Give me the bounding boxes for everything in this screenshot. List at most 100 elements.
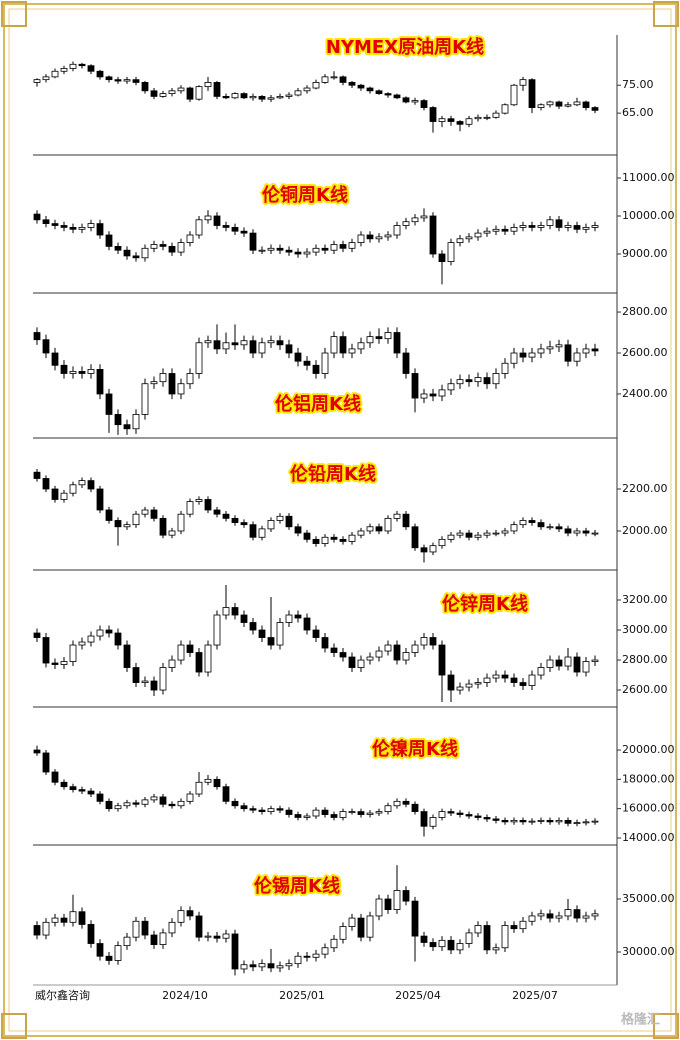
candle-body	[303, 815, 311, 818]
candle-body	[366, 87, 374, 92]
candle-body	[141, 509, 149, 515]
y-tick-label: 10000.00	[622, 209, 675, 222]
candle-body	[303, 87, 311, 92]
candle-body	[573, 225, 581, 230]
candle-body	[249, 340, 257, 354]
candle-body	[465, 814, 473, 817]
candle-body	[528, 79, 536, 108]
candle-body	[330, 814, 338, 818]
candle-body	[51, 917, 59, 923]
candle-body	[213, 82, 221, 97]
candle-body	[42, 637, 50, 664]
candle-body	[402, 97, 410, 103]
candle-body	[366, 526, 374, 532]
candle-body	[312, 538, 320, 544]
candle-body	[231, 93, 239, 99]
candle-body	[267, 520, 275, 530]
candle-body	[42, 219, 50, 225]
candle-body	[474, 534, 482, 538]
candle-body	[249, 232, 257, 251]
candle-body	[78, 641, 86, 646]
frame	[3, 3, 677, 1037]
candle-body	[357, 530, 365, 536]
candle-body	[339, 538, 347, 542]
candle-body	[402, 352, 410, 374]
candle-body	[564, 344, 572, 362]
candle-body	[303, 617, 311, 631]
candle-body	[222, 786, 230, 802]
candle-body	[168, 921, 176, 934]
candle-body	[393, 94, 401, 99]
candle-body	[285, 94, 293, 97]
candle-body	[186, 373, 194, 385]
candle-body	[339, 811, 347, 818]
candle-body	[330, 647, 338, 653]
candle-body	[195, 915, 203, 938]
corner	[653, 1, 679, 27]
candle-body	[150, 796, 158, 801]
candle-body	[186, 501, 194, 515]
candle-body	[564, 104, 572, 107]
candle-body	[276, 247, 284, 251]
candle-body	[87, 223, 95, 228]
candle-body	[537, 913, 545, 917]
candle-body	[537, 348, 545, 354]
candle-body	[537, 225, 545, 228]
candle-body	[438, 644, 446, 676]
candle-body	[132, 414, 140, 430]
candle-body	[96, 70, 104, 78]
candle-body	[366, 234, 374, 240]
candle-body	[393, 513, 401, 519]
candle-body	[33, 213, 41, 221]
candle-body	[501, 228, 509, 232]
candle-body	[51, 771, 59, 783]
candle-body	[555, 915, 563, 919]
candle-body	[114, 520, 122, 528]
candle-body	[573, 101, 581, 106]
candle-body	[105, 393, 113, 415]
candle-body	[96, 629, 104, 637]
candle-body	[78, 789, 86, 792]
candle-body	[573, 656, 581, 673]
candle-body	[87, 635, 95, 643]
candle-body	[51, 352, 59, 366]
candle-body	[105, 629, 113, 634]
candle-body	[303, 532, 311, 540]
candle-body	[303, 955, 311, 958]
candle-body	[78, 480, 86, 486]
candle-body	[186, 644, 194, 653]
candle-body	[114, 79, 122, 82]
y-tick-label: 2600.00	[622, 683, 668, 696]
candle-body	[60, 68, 68, 72]
y-tick-label: 3200.00	[622, 593, 668, 606]
candle-body	[546, 346, 554, 350]
candle-body	[33, 79, 41, 83]
candle-body	[141, 920, 149, 936]
candle-body	[312, 953, 320, 958]
candle-body	[267, 963, 275, 969]
candle-body	[231, 342, 239, 346]
candle-body	[582, 101, 590, 108]
candle-body	[276, 515, 284, 521]
candle-body	[510, 819, 518, 823]
candle-body	[519, 520, 527, 526]
candle-body	[510, 352, 518, 364]
candle-body	[222, 607, 230, 616]
candle-body	[168, 659, 176, 668]
candle-body	[69, 644, 77, 662]
candle-body	[555, 526, 563, 530]
candle-body	[582, 661, 590, 673]
candle-body	[384, 93, 392, 96]
candle-body	[141, 82, 149, 92]
candle-body	[195, 781, 203, 795]
candle-body	[483, 377, 491, 385]
candle-body	[375, 90, 383, 95]
candle-body	[150, 381, 158, 385]
candle-body	[393, 644, 401, 661]
candle-body	[159, 517, 167, 536]
candle-body	[150, 244, 158, 249]
candle-body	[231, 227, 239, 232]
candle-body	[258, 528, 266, 538]
candle-body	[438, 253, 446, 263]
candle-body	[177, 513, 185, 532]
